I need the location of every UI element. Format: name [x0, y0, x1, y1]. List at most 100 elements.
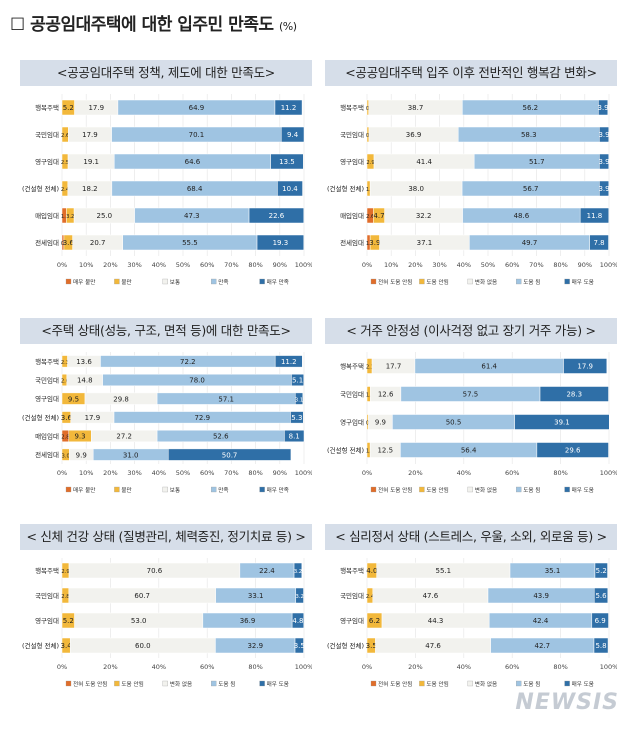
category-label: 행복주택 — [35, 357, 59, 366]
data-label: 60.7 — [134, 592, 150, 600]
x-tick-label: 10% — [384, 261, 398, 269]
legend-swatch — [65, 486, 72, 493]
x-tick-label: 60% — [200, 663, 214, 671]
x-tick-label: 90% — [273, 469, 287, 477]
bar-segment — [591, 612, 609, 629]
bar-segment — [274, 355, 303, 368]
chart-title: <공공임대주택 정책, 제도에 대한 만족도> — [20, 60, 312, 86]
data-label: 6.9 — [595, 617, 606, 625]
legend-swatch — [65, 278, 72, 285]
data-label: 3.9 — [369, 239, 380, 247]
bar-segment — [277, 180, 303, 197]
bar-segment — [295, 587, 304, 604]
x-tick-label: 60% — [200, 469, 214, 477]
data-label: 64.9 — [189, 104, 205, 112]
chart-panel-mental-health: < 심리정서 상태 (스트레스, 우울, 소외, 외로움 등) > 0% 20% 4… — [325, 524, 617, 694]
legend-label: 변화 없음 — [170, 680, 192, 688]
x-tick-label: 30% — [127, 261, 141, 269]
data-label: 3.2 — [294, 569, 302, 575]
x-tick-label: 40% — [457, 261, 471, 269]
x-tick-label: 50% — [176, 261, 190, 269]
data-label: 13.6 — [76, 358, 92, 366]
category-label: 행복주택 — [340, 566, 364, 575]
bar-segment — [599, 153, 610, 170]
x-tick-label: 10% — [79, 469, 93, 477]
data-label: 12.5 — [377, 447, 393, 455]
page-title-unit: (%) — [278, 20, 297, 33]
data-label: 9.5 — [68, 395, 79, 403]
data-label: 57.5 — [463, 391, 479, 399]
data-label: 9.3 — [74, 433, 85, 441]
legend-label: 전혀 도움 안됨 — [73, 680, 107, 688]
x-tick-label: 0% — [362, 261, 372, 269]
legend-label: 불만 — [121, 486, 131, 494]
data-label: 3.2 — [66, 214, 74, 220]
x-tick-label: 100% — [600, 663, 617, 671]
data-label: 4.7 — [373, 212, 384, 220]
data-label: 2.4 — [61, 187, 70, 193]
category-label: (건설형 전체) — [22, 184, 59, 193]
data-label: 53.0 — [131, 617, 147, 625]
data-label: 3.4 — [61, 642, 73, 650]
data-label: 3.5 — [366, 642, 377, 650]
data-label: 3.9 — [598, 185, 609, 193]
bar-segment — [284, 429, 305, 443]
x-tick-label: 30% — [127, 469, 141, 477]
legend-label: 변화 없음 — [475, 486, 497, 494]
x-tick-label: 40% — [457, 469, 471, 477]
data-label: 2.8 — [61, 435, 69, 441]
x-tick-label: 20% — [103, 261, 117, 269]
data-label: 56.4 — [461, 447, 477, 455]
legend-label: 매우 만족 — [267, 486, 289, 494]
data-label: 11.8 — [587, 212, 603, 220]
legend-swatch — [211, 680, 217, 687]
legend-label: 불만 — [121, 278, 131, 286]
data-label: 11.2 — [281, 358, 297, 366]
legend-label: 도움 안됨 — [426, 278, 448, 286]
x-tick-label: 70% — [224, 261, 238, 269]
x-tick-label: 100% — [600, 469, 617, 477]
legend-label: 매우 불만 — [73, 278, 95, 286]
category-label: 영구임대 — [340, 157, 364, 166]
data-label: 20.7 — [90, 239, 106, 247]
data-label: 5.2 — [63, 104, 74, 112]
legend-swatch — [259, 680, 265, 687]
legend-swatch — [516, 486, 522, 493]
legend-label: 보통 — [170, 279, 180, 286]
x-tick-label: 0% — [362, 663, 372, 671]
legend-label: 매우 도움 — [572, 680, 594, 688]
x-tick-label: 50% — [176, 469, 190, 477]
stacked-bar-chart: 0% 10% 20% 30% 40% 50% 60% 70% 80% 90% 100% 행복주택 2.3… — [22, 352, 312, 494]
chart-panel-residential-stability: < 거주 안정성 (이사걱정 없고 장기 거주 가능) > 0% 20% 40% 60… — [325, 318, 617, 500]
x-tick-label: 70% — [529, 261, 543, 269]
x-tick-label: 90% — [578, 261, 592, 269]
data-label: 9.9 — [375, 419, 386, 427]
data-label: 47.6 — [423, 592, 439, 600]
data-label: 49.7 — [522, 239, 538, 247]
legend-swatch — [211, 278, 217, 285]
data-label: 28.3 — [566, 391, 582, 399]
category-label: 전세임대 — [340, 238, 364, 247]
data-label: 5.8 — [595, 642, 606, 650]
data-label: 22.4 — [259, 567, 275, 575]
data-label: 2.8 — [61, 594, 69, 600]
legend-label: 도움 됨 — [523, 278, 540, 286]
data-label: 29.8 — [113, 395, 129, 403]
legend-label: 도움 안됨 — [121, 680, 143, 688]
data-label: 19.1 — [83, 158, 99, 166]
data-label: 72.2 — [180, 358, 196, 366]
checkbox-icon: ☐ — [10, 15, 25, 35]
data-label: 12.6 — [378, 391, 394, 399]
x-tick-label: 20% — [408, 663, 422, 671]
data-label: 51.7 — [529, 158, 545, 166]
category-label: 영구임대 — [35, 394, 59, 403]
data-label: 37.1 — [417, 239, 433, 247]
x-tick-label: 10% — [79, 261, 93, 269]
data-label: 35.1 — [545, 567, 561, 575]
legend-swatch — [259, 486, 265, 493]
data-label: 10.4 — [282, 185, 298, 193]
legend-label: 매우 만족 — [267, 278, 289, 286]
x-tick-label: 0% — [57, 469, 67, 477]
data-label: 55.1 — [436, 567, 452, 575]
x-tick-label: 80% — [248, 663, 262, 671]
